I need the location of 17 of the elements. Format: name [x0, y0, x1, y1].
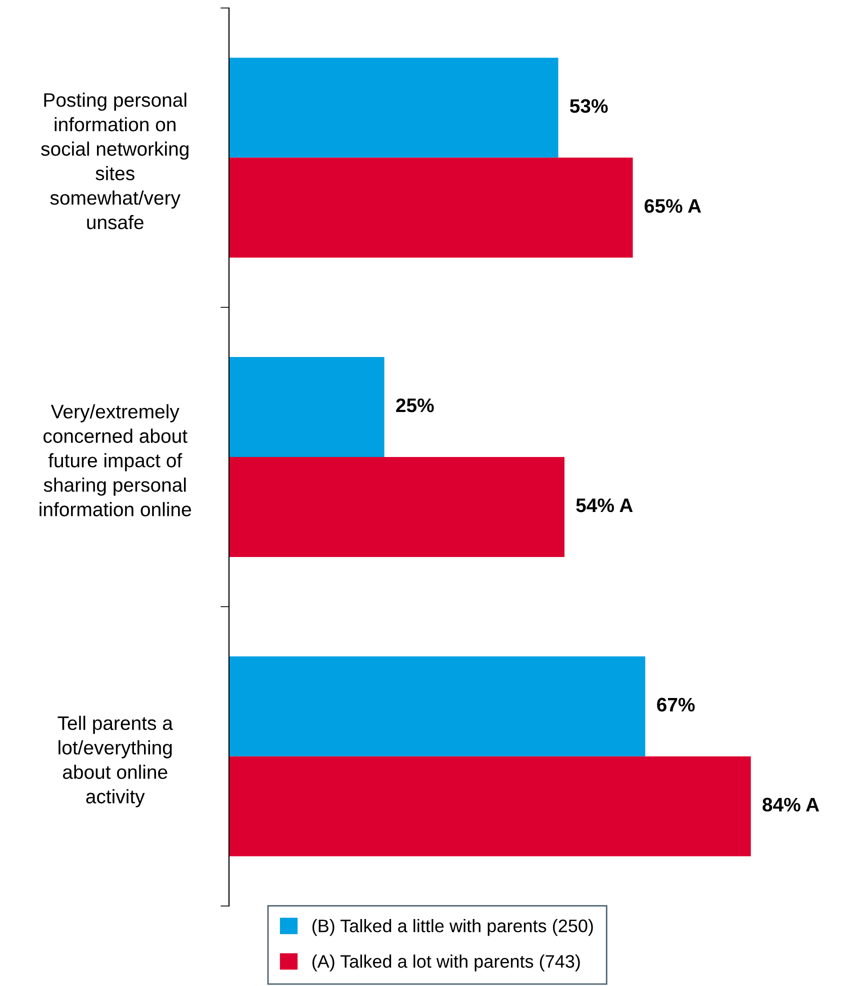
bar — [229, 158, 633, 258]
bar — [229, 457, 564, 557]
data-label: 54% A — [576, 498, 633, 512]
bar — [229, 357, 384, 457]
y-tick-label: Posting personal information on social networking sites somewhat/very unsafe — [41, 92, 188, 230]
legend-label: (B) Talked a little with parents (250) — [312, 919, 593, 936]
data-label: 25% — [396, 398, 434, 412]
data-label: 53% — [570, 99, 608, 113]
bar — [229, 756, 751, 856]
legend-label: (A) Talked a lot with parents (743) — [312, 954, 580, 972]
bar — [229, 58, 558, 158]
data-label: 65% A — [644, 199, 702, 213]
y-tick-label: Tell parents a lot/everything about online activity — [58, 716, 173, 808]
data-label: 67% — [657, 698, 695, 712]
y-tick-label: Very/extremely concerned about future impact of sharing personal information online — [40, 404, 191, 516]
bar — [229, 656, 646, 756]
data-label: 84% A — [762, 798, 820, 812]
